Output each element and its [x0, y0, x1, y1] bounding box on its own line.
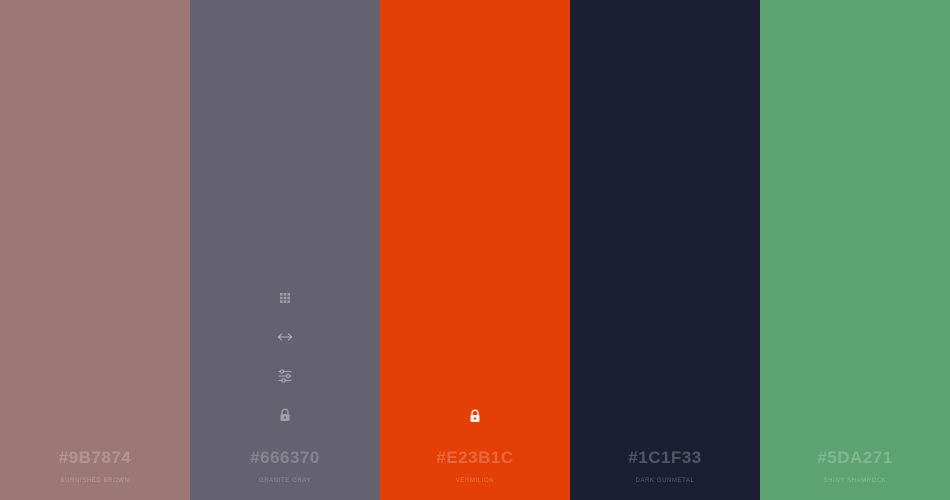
color-name: BURNISHED BROWN	[60, 478, 130, 484]
swatch-granite-gray[interactable]: #666370 GRANITE GRAY	[190, 0, 380, 500]
lock-icon[interactable]	[466, 407, 484, 425]
swatch-toolbar	[276, 289, 294, 445]
color-name: DARK GUNMETAL	[635, 478, 695, 484]
swatch-shiny-shamrock[interactable]: #5DA271 SHINY SHAMROCK	[760, 0, 950, 500]
hex-code[interactable]: #9B7874	[58, 448, 132, 467]
adjust-sliders-icon[interactable]	[276, 367, 294, 385]
hex-code[interactable]: #1C1F33	[628, 448, 702, 467]
color-name: VERMILION	[455, 478, 495, 484]
swatch-dark-gunmetal[interactable]: #1C1F33 DARK GUNMETAL	[570, 0, 760, 500]
lock-icon[interactable]	[276, 406, 294, 424]
color-name: SHINY SHAMROCK	[823, 478, 887, 484]
hex-code[interactable]: #E23B1C	[436, 448, 514, 467]
color-name: GRANITE GRAY	[258, 478, 312, 484]
grid-icon[interactable]	[276, 289, 294, 307]
hex-code[interactable]: #5DA271	[817, 448, 893, 467]
swatch-burnished-brown[interactable]: #9B7874 BURNISHED BROWN	[0, 0, 190, 500]
drag-horizontal-icon[interactable]	[276, 328, 294, 346]
swatch-vermilion[interactable]: #E23B1C VERMILION	[380, 0, 570, 500]
hex-code[interactable]: #666370	[250, 448, 320, 467]
